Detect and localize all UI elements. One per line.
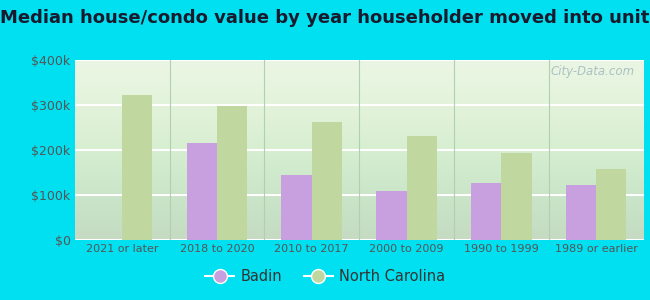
Bar	[596, 169, 627, 240]
Bar	[406, 136, 437, 240]
Bar	[566, 185, 596, 240]
Bar	[501, 153, 532, 240]
Legend: Badin, North Carolina: Badin, North Carolina	[200, 263, 450, 290]
Text: Median house/condo value by year householder moved into unit: Median house/condo value by year househo…	[0, 9, 650, 27]
Bar	[376, 190, 406, 240]
Text: City-Data.com: City-Data.com	[551, 65, 635, 78]
Bar	[312, 122, 342, 240]
Bar	[281, 175, 312, 240]
Bar	[187, 143, 217, 240]
Bar	[122, 95, 153, 240]
Bar	[217, 106, 247, 240]
Bar	[471, 183, 501, 240]
